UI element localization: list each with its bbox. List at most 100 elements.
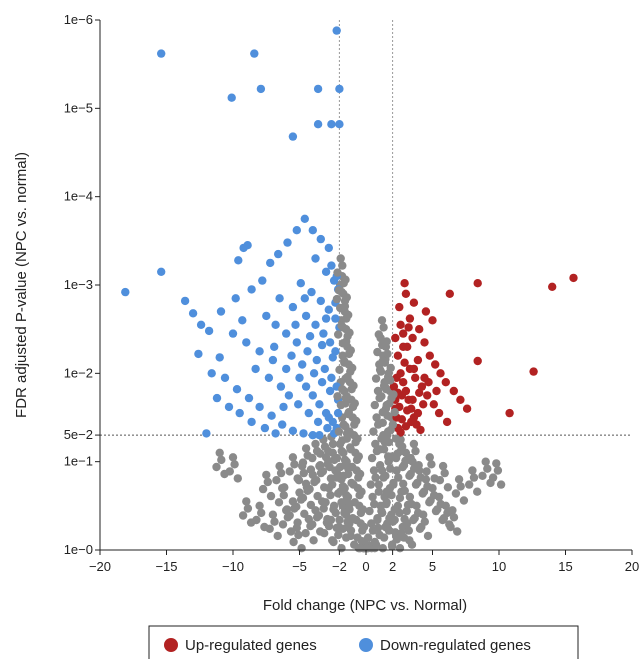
up-regulated-genes-point <box>395 302 404 312</box>
non-significant-genes-point <box>276 468 286 478</box>
non-significant-genes-point <box>380 438 390 447</box>
non-significant-genes-point <box>496 480 506 489</box>
non-significant-genes-point <box>344 408 353 417</box>
non-significant-genes-point <box>365 506 374 516</box>
non-significant-genes-point <box>335 365 344 374</box>
non-significant-genes-point <box>416 473 425 482</box>
non-significant-genes-point <box>420 517 429 526</box>
non-significant-genes-point <box>319 504 328 513</box>
down-regulated-genes-point <box>121 287 130 297</box>
non-significant-genes-point <box>473 487 482 496</box>
non-significant-genes-point <box>372 413 381 422</box>
non-significant-genes-point <box>459 496 469 505</box>
up-regulated-genes-point <box>421 307 431 316</box>
x-axis-title: Fold change (NPC vs. Normal) <box>263 597 467 614</box>
x-tick-label: 20 <box>625 559 639 574</box>
legend-up-label: Up-regulated genes <box>185 637 317 654</box>
up-regulated-genes-point <box>442 417 452 427</box>
non-significant-genes-point <box>298 458 308 467</box>
up-regulated-genes-point <box>393 351 403 360</box>
down-regulated-genes-point <box>308 226 317 235</box>
up-regulated-genes-point <box>405 314 415 323</box>
down-regulated-genes-point <box>333 408 343 418</box>
down-regulated-genes-point <box>238 316 247 325</box>
non-significant-genes-point <box>435 476 445 485</box>
down-regulated-genes-point <box>228 329 238 338</box>
non-significant-genes-point <box>306 521 315 531</box>
up-regulated-genes-point <box>396 428 405 437</box>
non-significant-genes-point <box>390 408 399 417</box>
non-significant-genes-point <box>340 302 350 311</box>
non-significant-genes-point <box>268 510 278 519</box>
non-significant-genes-point <box>338 323 348 332</box>
non-significant-genes-point <box>382 487 391 496</box>
down-regulated-genes-point <box>251 364 260 374</box>
down-regulated-genes-point <box>327 120 336 129</box>
up-regulated-genes-point <box>403 406 412 415</box>
non-significant-genes-point <box>312 513 322 522</box>
non-significant-genes-point <box>337 287 346 297</box>
down-regulated-genes-point <box>204 326 214 336</box>
down-regulated-genes-point <box>283 238 292 247</box>
non-significant-genes-point <box>353 533 362 542</box>
down-regulated-genes-point <box>305 332 315 341</box>
non-significant-genes-point <box>289 537 298 547</box>
down-regulated-genes-point <box>260 423 270 433</box>
non-significant-genes-point <box>456 482 465 491</box>
non-significant-genes-point <box>418 489 427 498</box>
non-significant-genes-point <box>328 439 338 449</box>
down-regulated-genes-point <box>324 413 333 422</box>
down-regulated-genes-point <box>256 84 266 94</box>
non-significant-genes-point <box>270 517 279 526</box>
non-significant-genes-point <box>409 439 419 449</box>
non-significant-genes-point <box>423 531 433 541</box>
non-significant-genes-point <box>386 363 395 373</box>
non-significant-genes-point <box>332 294 342 304</box>
non-significant-genes-point <box>469 473 479 482</box>
non-significant-genes-point <box>320 529 329 538</box>
x-tick-label: 0 <box>362 559 369 574</box>
non-significant-genes-point <box>294 530 303 540</box>
non-significant-genes-point <box>354 473 363 482</box>
up-regulated-genes-point <box>408 395 417 404</box>
up-regulated-genes-point <box>473 279 482 288</box>
down-regulated-genes-point <box>295 373 304 382</box>
non-significant-genes-point <box>338 385 347 394</box>
non-significant-genes-point <box>341 399 350 408</box>
down-regulated-genes-point <box>180 296 190 306</box>
non-significant-genes-point <box>260 522 269 532</box>
non-significant-genes-point <box>371 374 381 383</box>
up-regulated-genes-point <box>419 400 428 409</box>
up-regulated-genes-point <box>399 378 408 387</box>
up-regulated-genes-point <box>400 358 409 367</box>
non-significant-genes-point <box>242 497 251 506</box>
ticks: −20 −15 −10 −5 −2 0 2 5 10 15 201e−61e−51e−41e−31e… <box>64 12 640 574</box>
legend-up-marker <box>164 638 178 652</box>
down-regulated-genes-point <box>324 243 333 253</box>
non-significant-genes-point <box>383 411 392 420</box>
up-regulated-genes-point <box>441 378 450 387</box>
non-significant-genes-point <box>383 452 393 461</box>
down-regulated-genes-point <box>317 340 327 350</box>
down-regulated-genes-point <box>231 294 240 303</box>
down-regulated-genes-point <box>300 294 309 303</box>
non-significant-genes-point <box>386 464 395 473</box>
non-significant-genes-point <box>333 268 342 277</box>
non-significant-genes-point <box>296 495 306 504</box>
non-significant-genes-point <box>383 349 392 359</box>
non-significant-genes-point <box>340 461 350 470</box>
non-significant-genes-point <box>286 527 296 536</box>
down-regulated-genes-point <box>157 49 166 58</box>
down-regulated-genes-point <box>282 364 291 374</box>
non-significant-genes-point <box>453 527 462 536</box>
non-significant-genes-point <box>233 474 242 483</box>
down-regulated-genes-point <box>250 49 259 58</box>
up-regulated-genes-point <box>431 360 440 369</box>
down-regulated-genes-point <box>266 258 275 268</box>
non-significant-genes-point <box>238 511 248 520</box>
down-regulated-genes-point <box>321 267 331 276</box>
non-significant-genes-point <box>405 492 415 502</box>
non-significant-genes-point <box>339 420 348 429</box>
non-significant-genes-point <box>382 337 391 346</box>
up-regulated-genes-point <box>432 386 441 396</box>
